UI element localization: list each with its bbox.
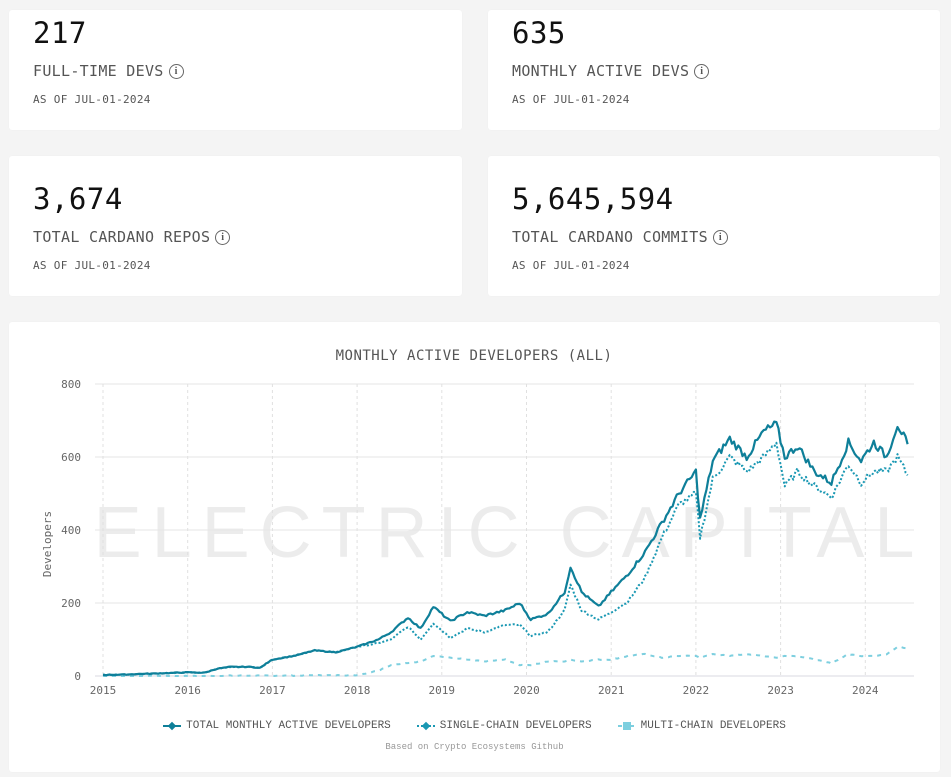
- x-tick-label: 2015: [90, 684, 117, 697]
- legend-swatch-multi-chain: [617, 721, 636, 731]
- watermark: ELECTRIC CAPITAL: [94, 493, 925, 573]
- stat-value: 217: [33, 16, 87, 50]
- x-tick-label: 2019: [429, 684, 456, 697]
- x-tick-label: 2021: [598, 684, 625, 697]
- info-icon[interactable]: i: [694, 63, 710, 79]
- stat-date: AS OF JUL-01-2024: [512, 259, 630, 272]
- stat-label: TOTAL CARDANO REPOS i: [33, 228, 231, 246]
- series-line-multi-chain: [103, 645, 908, 677]
- stat-value: 3,674: [33, 182, 123, 216]
- x-tick-label: 2020: [513, 684, 540, 697]
- chart-title: MONTHLY ACTIVE DEVELOPERS (ALL): [336, 348, 613, 364]
- stat-card-total-repos: 3,674 TOTAL CARDANO REPOS i AS OF JUL-01…: [9, 156, 462, 296]
- y-tick-label: 200: [61, 597, 81, 610]
- y-axis-label: Developers: [41, 511, 54, 577]
- stat-label-text: TOTAL CARDANO COMMITS: [512, 228, 708, 246]
- stat-date: AS OF JUL-01-2024: [33, 259, 151, 272]
- stat-label-text: MONTHLY ACTIVE DEVS: [512, 62, 690, 80]
- legend-label-multi-chain: MULTI-CHAIN DEVELOPERS: [640, 720, 786, 732]
- x-tick-label: 2018: [344, 684, 371, 697]
- stat-label-text: FULL-TIME DEVS: [33, 62, 164, 80]
- info-icon[interactable]: i: [168, 63, 184, 79]
- stat-value: 5,645,594: [512, 182, 674, 216]
- x-tick-label: 2022: [683, 684, 710, 697]
- stat-card-monthly-active-devs: 635 MONTHLY ACTIVE DEVS i AS OF JUL-01-2…: [488, 10, 940, 130]
- x-tick-label: 2023: [767, 684, 794, 697]
- stat-date: AS OF JUL-01-2024: [33, 93, 151, 106]
- y-tick-label: 400: [61, 524, 81, 537]
- x-tick-label: 2017: [259, 684, 286, 697]
- stat-label: FULL-TIME DEVS i: [33, 62, 184, 80]
- stat-date: AS OF JUL-01-2024: [512, 93, 630, 106]
- legend-swatch-total: [163, 721, 182, 731]
- stat-label: MONTHLY ACTIVE DEVS i: [512, 62, 710, 80]
- legend-item-multi-chain[interactable]: MULTI-CHAIN DEVELOPERS: [617, 720, 786, 732]
- series-line-total: [102, 420, 909, 677]
- legend-item-single-chain[interactable]: SINGLE-CHAIN DEVELOPERS: [416, 720, 592, 732]
- stat-value: 635: [512, 16, 566, 50]
- stat-card-full-time-devs: 217 FULL-TIME DEVS i AS OF JUL-01-2024: [9, 10, 462, 130]
- x-tick-label: 2016: [174, 684, 201, 697]
- chart-footnote: Based on Crypto Ecosystems Github: [385, 742, 564, 752]
- legend-label-single-chain: SINGLE-CHAIN DEVELOPERS: [439, 720, 592, 732]
- monthly-active-developers-chart: MONTHLY ACTIVE DEVELOPERS (ALL) ELECTRIC…: [41, 348, 925, 697]
- y-tick-label: 600: [61, 451, 81, 464]
- stat-label-text: TOTAL CARDANO REPOS: [33, 228, 211, 246]
- info-icon[interactable]: i: [215, 229, 231, 245]
- y-tick-label: 0: [74, 670, 81, 683]
- chart-card: MONTHLY ACTIVE DEVELOPERS (ALL) ELECTRIC…: [9, 322, 940, 772]
- stat-card-total-commits: 5,645,594 TOTAL CARDANO COMMITS i AS OF …: [488, 156, 940, 296]
- legend-label-total: TOTAL MONTHLY ACTIVE DEVELOPERS: [186, 720, 391, 732]
- stat-label: TOTAL CARDANO COMMITS i: [512, 228, 728, 246]
- legend-item-total[interactable]: TOTAL MONTHLY ACTIVE DEVELOPERS: [163, 720, 391, 732]
- x-tick-label: 2024: [852, 684, 879, 697]
- info-icon[interactable]: i: [712, 229, 728, 245]
- legend-swatch-single-chain: [416, 721, 435, 731]
- y-tick-label: 800: [61, 378, 81, 391]
- chart-legend: TOTAL MONTHLY ACTIVE DEVELOPERS SINGLE-C…: [9, 720, 940, 732]
